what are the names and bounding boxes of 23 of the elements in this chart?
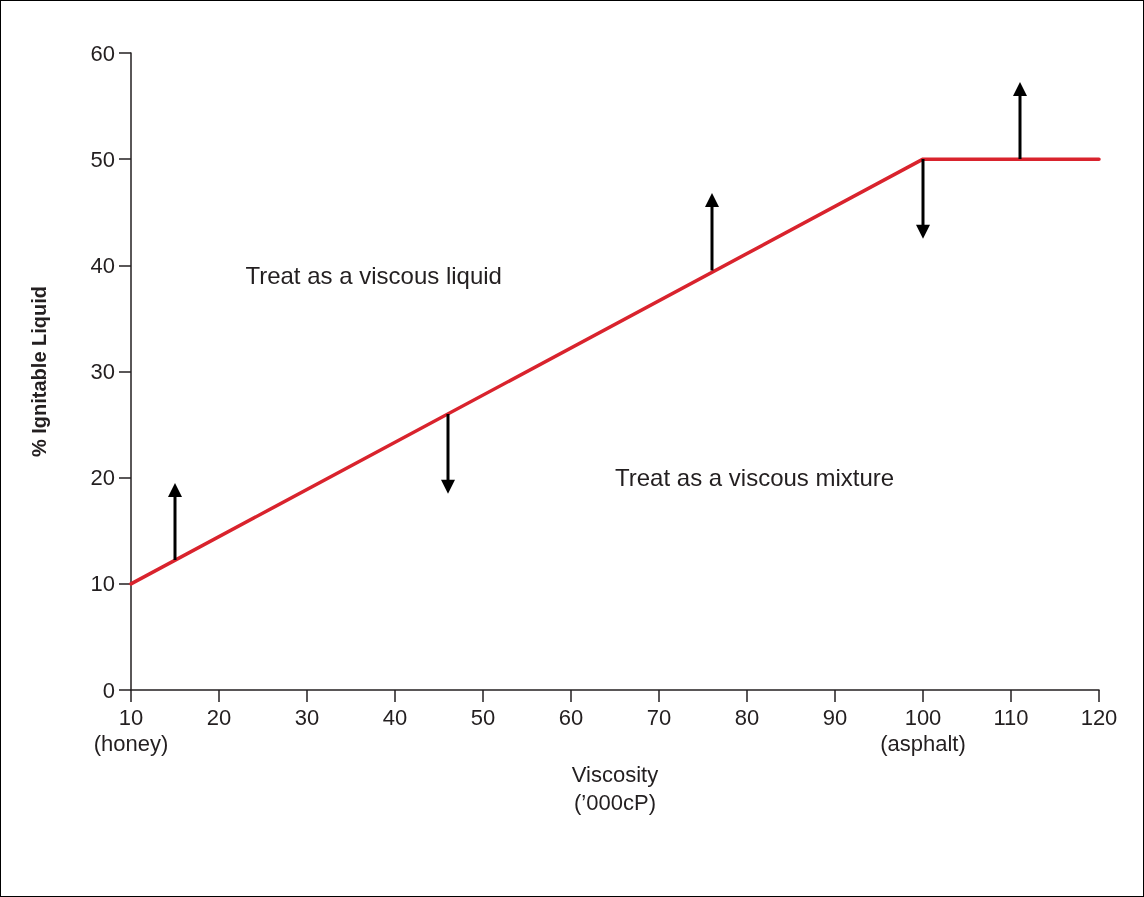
y-tick-label: 40 [90,252,115,278]
x-tick-label: 10 (honey) [93,704,169,756]
x-tick-label: 80 [734,704,760,730]
annotation: Treat as a viscous mixture [615,464,895,492]
y-tick-label: 10 [90,571,115,597]
y-tick-label: 30 [90,359,115,384]
annotation: Treat as a viscous liquid [245,262,502,290]
y-tick-label: 50 [90,146,115,172]
x-tick-label: 70 [646,704,672,730]
y-axis-title: % Ignitable Liquid [28,285,50,458]
x-axis-title: Viscosity (’000cP) [571,762,659,816]
x-tick-label: 90 [822,704,848,730]
y-tick-label: 60 [90,40,115,66]
x-tick-label: 20 [206,704,232,730]
x-tick-label: 60 [558,704,584,730]
x-tick-label: 30 [294,704,320,730]
y-tick-label: 20 [90,465,115,491]
x-tick-label: 120 [1080,704,1118,730]
x-tick-label: 110 [993,704,1029,730]
y-tick-label: 0 [102,677,115,703]
x-tick-label: 40 [382,704,408,730]
x-tick-label: 50 [470,704,496,730]
x-tick-label: 100 (asphalt) [880,704,966,756]
